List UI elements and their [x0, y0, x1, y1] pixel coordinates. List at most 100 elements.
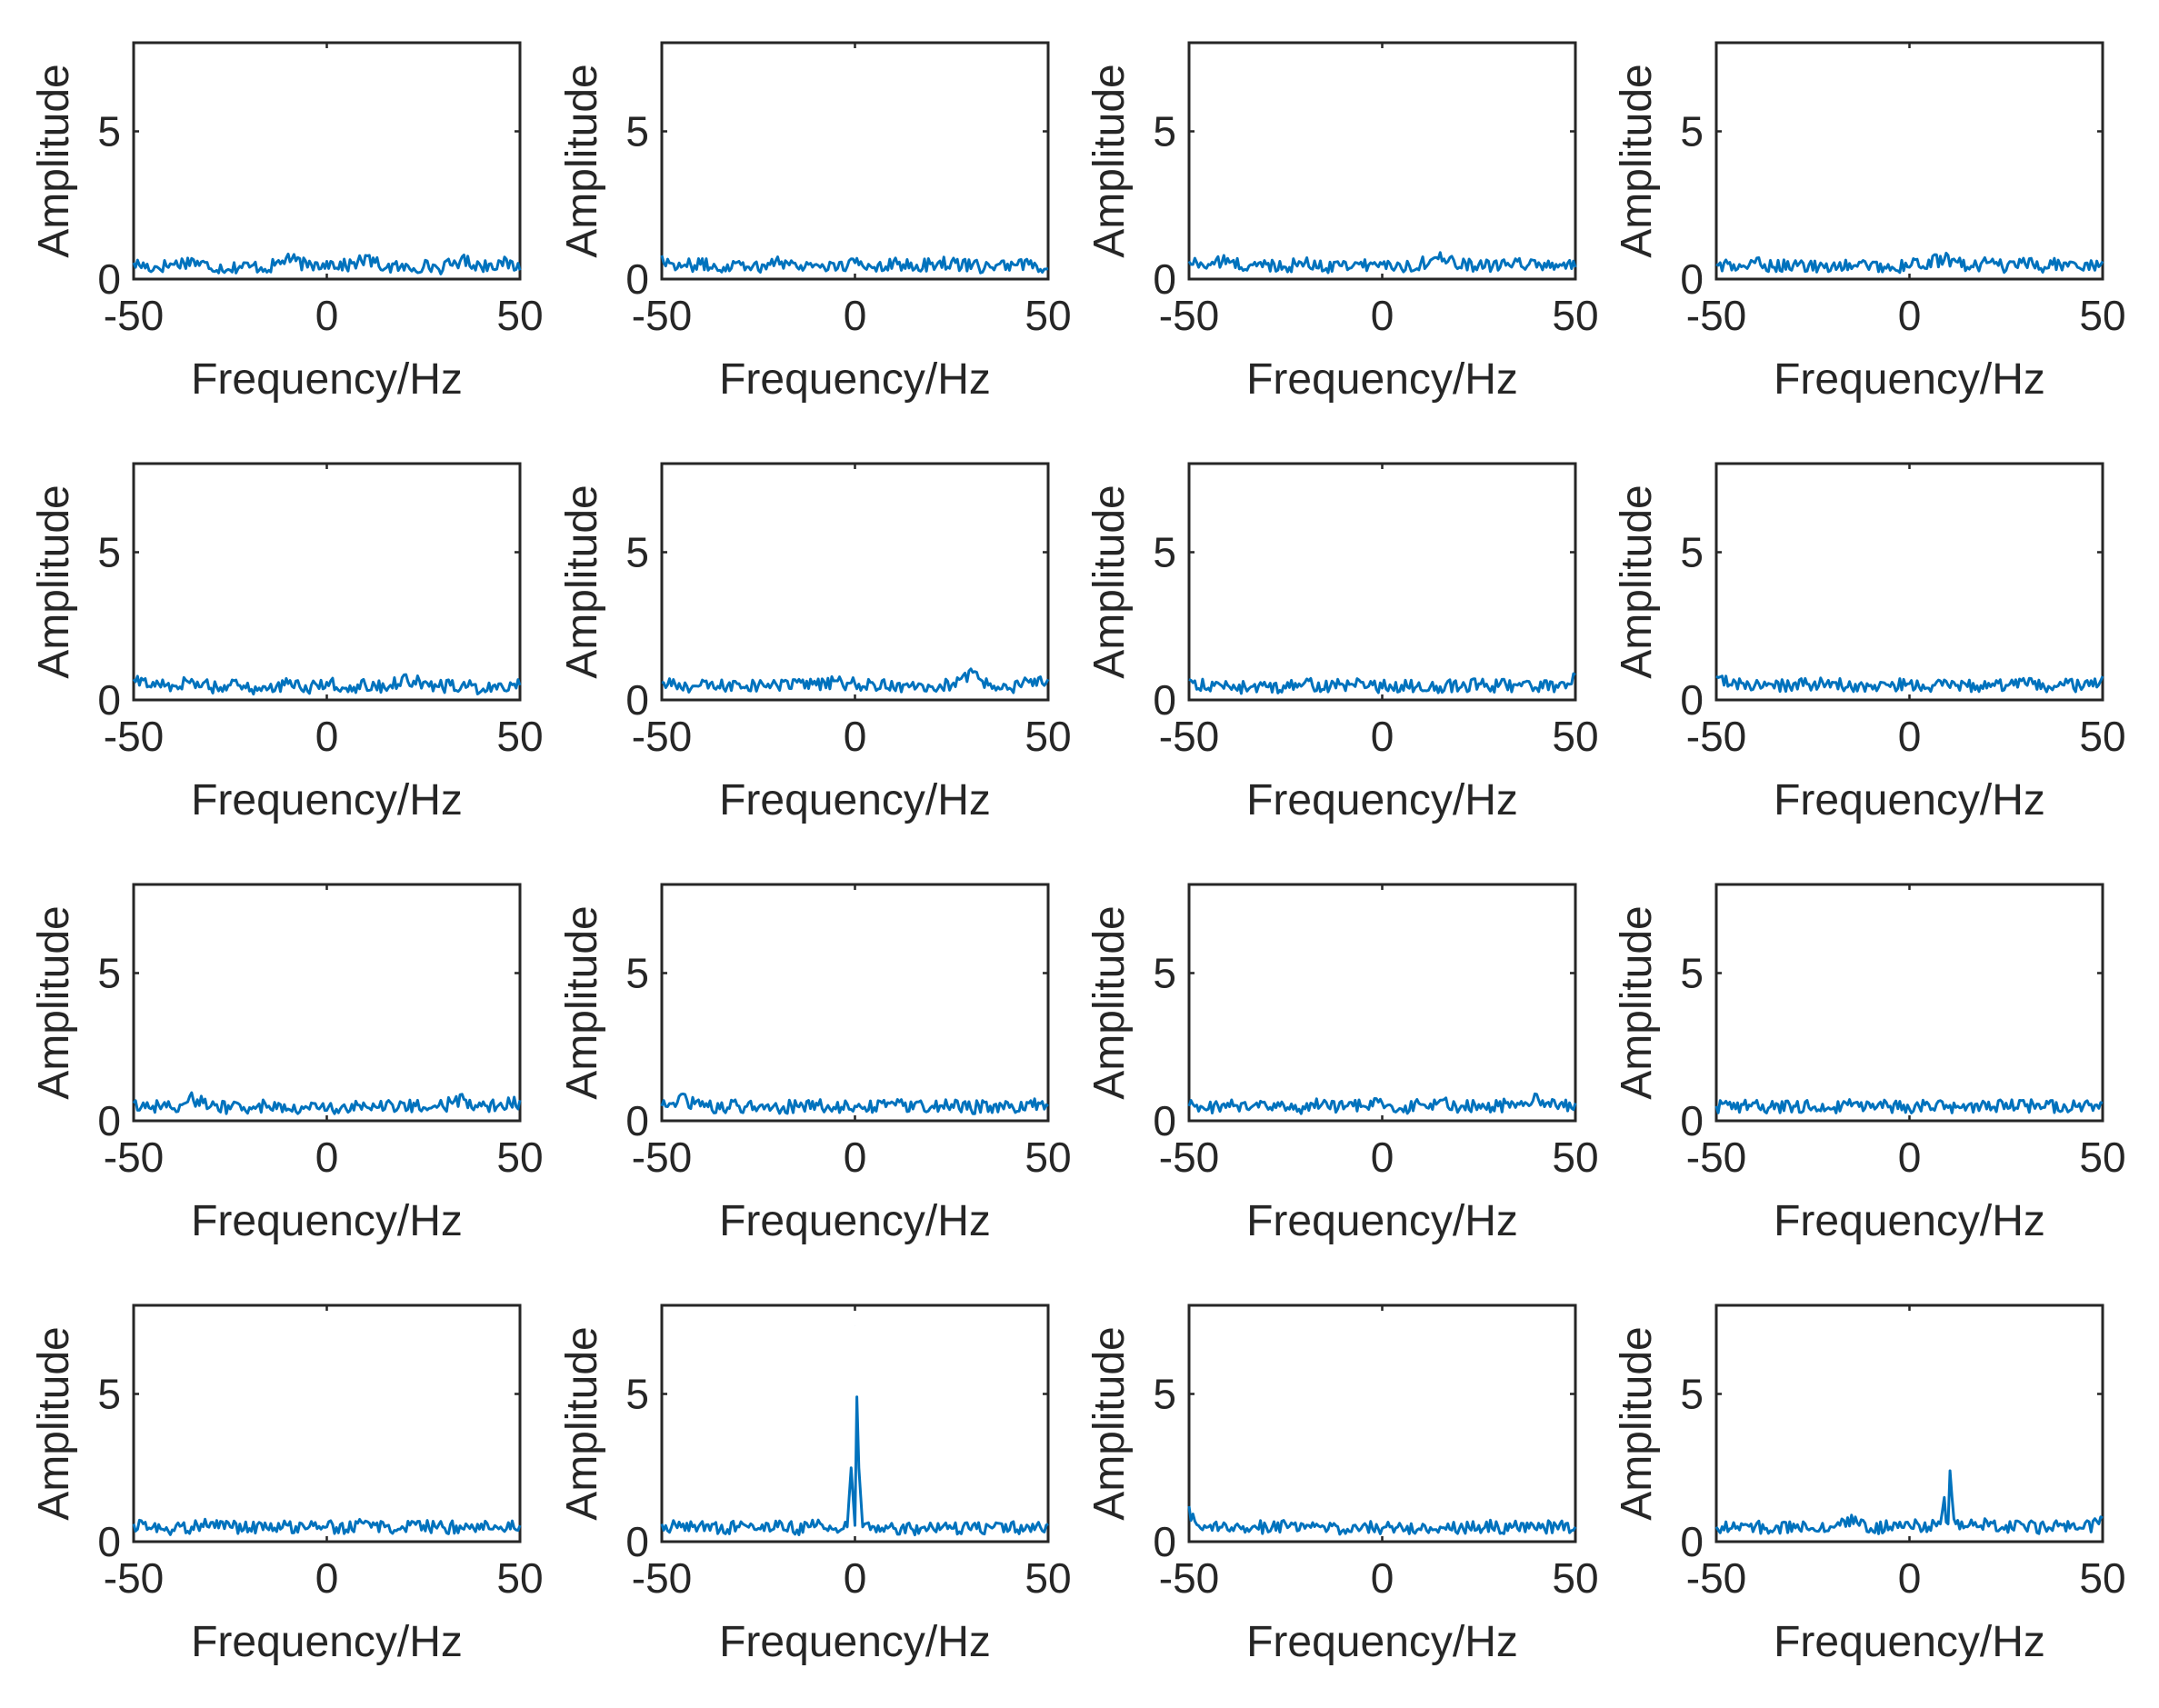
- axes-box: [134, 884, 520, 1121]
- y-tick-label: 5: [625, 1371, 649, 1418]
- spectrum-line: [662, 669, 1048, 693]
- x-tick-label: 0: [315, 292, 339, 339]
- y-tick-label: 5: [625, 529, 649, 576]
- axes-box: [1189, 1305, 1575, 1542]
- y-axis-label: Amplitude: [1613, 905, 1661, 1099]
- y-tick-label: 5: [97, 950, 121, 997]
- spectrum-line: [1716, 1471, 2103, 1533]
- y-tick-label: 0: [625, 676, 649, 724]
- axes-box: [1189, 884, 1575, 1121]
- spectrum-line: [662, 1094, 1048, 1114]
- x-tick-label: 0: [844, 292, 867, 339]
- x-axis-label: Frequency/Hz: [719, 355, 991, 404]
- x-tick-label: 50: [2079, 292, 2125, 339]
- x-tick-label: 0: [844, 1554, 867, 1602]
- x-tick-label: 50: [1025, 713, 1071, 760]
- y-axis-label: Amplitude: [30, 484, 78, 678]
- axes-box: [662, 43, 1048, 279]
- y-tick-label: 0: [1680, 1097, 1704, 1144]
- y-axis-label: Amplitude: [1613, 64, 1661, 257]
- x-axis-label: Frequency/Hz: [1774, 1197, 2045, 1245]
- x-axis-label: Frequency/Hz: [1246, 1197, 1518, 1245]
- x-tick-label: 50: [1552, 292, 1598, 339]
- y-tick-label: 0: [1153, 1518, 1176, 1565]
- axes-box: [1716, 43, 2103, 279]
- y-tick-label: 0: [625, 1097, 649, 1144]
- x-tick-label: 50: [496, 1554, 543, 1602]
- x-axis-label: Frequency/Hz: [1246, 1618, 1518, 1666]
- spectrum-line: [662, 1397, 1048, 1535]
- y-tick-label: 5: [1153, 108, 1176, 155]
- x-tick-label: 0: [315, 1554, 339, 1602]
- spectrum-line: [134, 1093, 520, 1114]
- spectrum-line: [1189, 253, 1575, 273]
- axes-box: [1716, 1305, 2103, 1542]
- x-axis-label: Frequency/Hz: [719, 1197, 991, 1245]
- y-axis-label: Amplitude: [558, 1326, 606, 1520]
- x-tick-label: 50: [2079, 713, 2125, 760]
- x-axis-label: Frequency/Hz: [191, 1197, 463, 1245]
- axes-box: [134, 464, 520, 700]
- y-axis-label: Amplitude: [1613, 484, 1661, 678]
- x-tick-label: 0: [1898, 292, 1922, 339]
- x-tick-label: 50: [1025, 292, 1071, 339]
- axes-box: [1716, 884, 2103, 1121]
- y-tick-label: 5: [1680, 529, 1704, 576]
- x-axis-label: Frequency/Hz: [719, 1618, 991, 1666]
- axes-box: [1716, 464, 2103, 700]
- y-axis-label: Amplitude: [1085, 484, 1134, 678]
- x-tick-label: 50: [1025, 1554, 1071, 1602]
- spectrum-line: [1716, 253, 2103, 272]
- x-tick-label: 0: [1371, 1134, 1394, 1181]
- x-tick-label: 50: [1025, 1134, 1071, 1181]
- x-axis-label: Frequency/Hz: [191, 1618, 463, 1666]
- x-tick-label: 50: [496, 1134, 543, 1181]
- axes-box: [1189, 464, 1575, 700]
- y-axis-label: Amplitude: [30, 905, 78, 1099]
- y-axis-label: Amplitude: [30, 1326, 78, 1520]
- spectrum-line: [1189, 1506, 1575, 1534]
- y-tick-label: 0: [1153, 676, 1176, 724]
- y-tick-label: 5: [97, 529, 121, 576]
- axes-box: [1189, 43, 1575, 279]
- x-tick-label: 0: [1898, 1554, 1922, 1602]
- y-tick-label: 5: [97, 108, 121, 155]
- axes-box: [134, 1305, 520, 1542]
- x-tick-label: 0: [844, 1134, 867, 1181]
- y-tick-label: 0: [625, 1518, 649, 1565]
- x-tick-label: 0: [1371, 1554, 1394, 1602]
- y-tick-label: 5: [1680, 1371, 1704, 1418]
- x-tick-label: 50: [1552, 1554, 1598, 1602]
- x-tick-label: 0: [844, 713, 867, 760]
- y-tick-label: 5: [1153, 950, 1176, 997]
- y-axis-label: Amplitude: [1085, 1326, 1134, 1520]
- y-tick-label: 0: [1153, 255, 1176, 303]
- spectrum-line: [1189, 674, 1575, 694]
- x-tick-label: 0: [1371, 292, 1394, 339]
- y-tick-label: 5: [1153, 529, 1176, 576]
- axes-box: [662, 884, 1048, 1121]
- x-axis-label: Frequency/Hz: [1774, 355, 2045, 404]
- spectrum-line: [1189, 1094, 1575, 1114]
- spectrum-line: [1716, 1100, 2103, 1114]
- y-tick-label: 5: [1153, 1371, 1176, 1418]
- x-axis-label: Frequency/Hz: [1246, 355, 1518, 404]
- y-tick-label: 0: [625, 255, 649, 303]
- x-axis-label: Frequency/Hz: [1774, 1618, 2045, 1666]
- y-tick-label: 0: [1153, 1097, 1176, 1144]
- y-tick-label: 0: [1680, 676, 1704, 724]
- y-tick-label: 0: [97, 1097, 121, 1144]
- x-tick-label: 0: [1898, 1134, 1922, 1181]
